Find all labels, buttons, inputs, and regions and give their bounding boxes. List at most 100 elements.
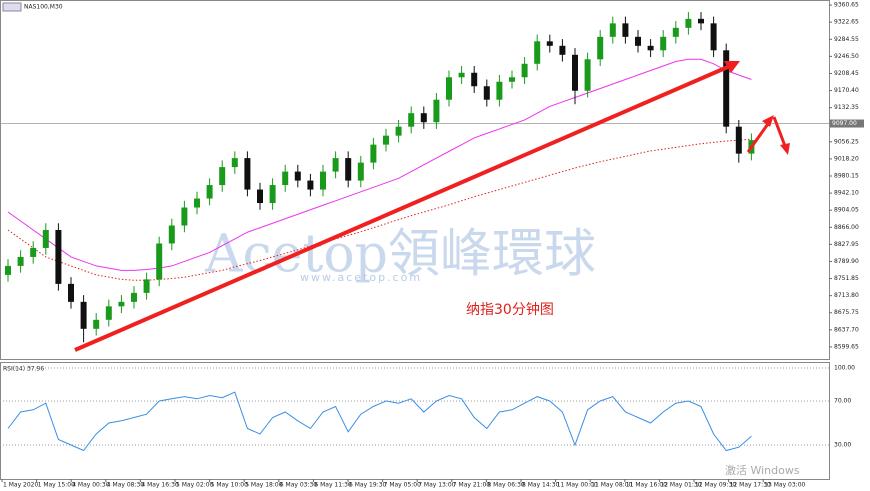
candle-body (521, 63, 528, 78)
x-tick-label: 11 May 16:00 (626, 482, 667, 489)
candle-body (320, 171, 326, 190)
candle-body (471, 72, 478, 87)
x-tick-label: 12 May 17:30 (730, 482, 771, 489)
annotation: 纳指30分钟图 (466, 301, 554, 318)
candle-body (559, 45, 566, 55)
candle-body (244, 158, 251, 190)
candle-body (143, 279, 150, 293)
candle-body (370, 144, 377, 163)
candle-body (635, 36, 641, 46)
candle-body (345, 158, 352, 181)
rsi-line (7, 391, 752, 452)
y-tick-label: 8789.90 (834, 258, 859, 265)
candle-body (446, 77, 452, 100)
y-tick-label: 9360.65 (834, 2, 859, 9)
candle-body (509, 77, 515, 82)
x-tick-label: 11 May 00:00 (557, 482, 598, 489)
candle-body (5, 265, 11, 275)
arrow-down (772, 116, 787, 147)
candle-body (93, 319, 100, 329)
candle-body (131, 292, 137, 302)
y-tick-label: 8866.00 (834, 224, 859, 231)
candle-body (257, 189, 263, 204)
candle-body (597, 36, 604, 60)
x-tick-label: 7 May 13:00 (418, 482, 456, 489)
y-tick-label: 9170.40 (834, 87, 859, 94)
candle-body (17, 256, 24, 266)
x-tick-label: 5 May 18:00 (245, 482, 283, 489)
y-tick-label: 8751.85 (834, 275, 859, 282)
y-tick-label: 30.00 (834, 442, 851, 449)
y-tick-label: 9322.65 (834, 19, 859, 26)
chart-title: NAS100,M30 (24, 4, 63, 11)
x-tick-label: 12 May 01:30 (660, 482, 701, 489)
current-price-box (830, 119, 864, 128)
trend-line (74, 64, 731, 352)
y-tick-label: 8675.75 (834, 309, 859, 316)
y-tick-label: 8980.15 (834, 173, 859, 180)
watermark-url: www.acetop.com (300, 271, 422, 284)
arrow-up (746, 120, 772, 153)
x-tick-label: 6 May 11:30 (314, 482, 352, 489)
candle-body (194, 198, 200, 208)
candle-body (609, 23, 616, 37)
candle-body (458, 72, 465, 78)
arrow-head (762, 115, 774, 127)
candle-body (156, 243, 163, 280)
symbol-icon (2, 2, 22, 12)
candle-body (660, 36, 667, 51)
rsi-panel (0, 362, 830, 480)
x-tick-label: 5 May 02:00 (176, 482, 214, 489)
x-tick-label: 1 May 15:00 (38, 482, 76, 489)
indicator-title: RSI(14) 37.96 (3, 366, 44, 373)
candle-body (181, 207, 188, 226)
y-tick-label: 9132.35 (834, 104, 859, 111)
candle-body (420, 113, 427, 123)
x-tick-label: 6 May 03:30 (280, 482, 318, 489)
candle-body (80, 301, 87, 329)
candle-body (294, 171, 301, 181)
x-tick-label: 13 May 03:00 (764, 482, 805, 489)
trend-arrows (74, 61, 790, 352)
candle-body (723, 50, 730, 127)
candle-body (710, 23, 717, 51)
arrow-head (780, 143, 790, 155)
moving-average (7, 138, 752, 281)
y-tick-label: 9208.45 (834, 70, 859, 77)
candle-body (118, 301, 125, 307)
candle-body (30, 247, 37, 257)
os-notice: 激活 Windows (725, 463, 800, 477)
candle-body (572, 54, 578, 91)
candle-body (307, 180, 314, 190)
candle-body (55, 229, 62, 284)
x-tick-label: 11 May 08:00 (591, 482, 632, 489)
y-tick-label: 8904.05 (834, 207, 859, 214)
x-tick-label: 4 May 08:30 (107, 482, 145, 489)
candle-body (534, 41, 541, 64)
candle-body (735, 126, 742, 154)
candle-body (105, 306, 112, 320)
candle-body (685, 18, 692, 28)
x-tick-label: 5 May 10:00 (211, 482, 249, 489)
y-tick-label: 8599.65 (834, 343, 859, 350)
arrow-head (724, 61, 740, 73)
y-tick-label: 8713.80 (834, 292, 859, 299)
y-tick-label: 8942.10 (834, 190, 859, 197)
x-tick-label: 4 May 16:30 (141, 482, 179, 489)
candle-body (496, 81, 503, 100)
x-tick-label: 12 May 09:30 (695, 482, 736, 489)
candle-body (433, 99, 440, 123)
x-tick-label: 8 May 14:30 (522, 482, 560, 489)
candle-body (647, 45, 654, 51)
x-tick-label: 7 May 21:00 (453, 482, 491, 489)
candle-body (269, 185, 276, 204)
x-tick-label: 8 May 06:30 (487, 482, 525, 489)
y-tick-label: 100.00 (834, 365, 855, 372)
candle-body (698, 18, 704, 24)
y-tick-label: 9284.55 (834, 36, 859, 43)
candle-body (219, 167, 226, 186)
y-tick-label: 8637.70 (834, 326, 859, 333)
current-price-label: 9097.00 (832, 120, 857, 127)
candle-body (68, 283, 74, 302)
candle-body (383, 135, 389, 145)
